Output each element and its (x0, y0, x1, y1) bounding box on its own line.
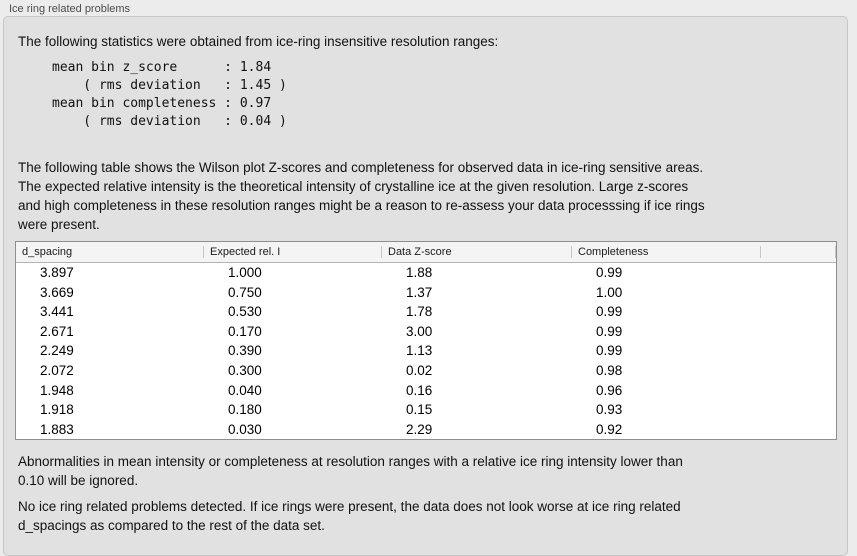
table-cell: 3.441 (40, 304, 74, 320)
column-header-empty[interactable] (761, 242, 836, 262)
table-row[interactable]: 2.249 0.390 1.13 0.99 (16, 341, 836, 361)
column-header-expected-rel-i[interactable]: Expected rel. I (204, 242, 382, 262)
table-cell: 1.37 (406, 284, 433, 300)
table-body: 3.897 1.000 1.88 0.99 3.669 0.750 1.37 1.00 3.44… (16, 263, 836, 440)
table-row[interactable]: 3.441 0.530 1.78 0.99 (16, 302, 836, 322)
table-row[interactable]: 1.918 0.180 0.15 0.93 (16, 400, 836, 420)
column-header-completeness[interactable]: Completeness (572, 242, 761, 262)
table-row[interactable]: 1.883 0.030 2.29 0.92 (16, 420, 836, 440)
table-cell: 0.180 (228, 402, 262, 418)
column-header-d-spacing[interactable]: d_spacing (16, 242, 204, 262)
stats-block: mean bin z_score : 1.84 ( rms deviation … (52, 60, 287, 129)
column-header-data-z-score[interactable]: Data Z-score (382, 242, 572, 262)
table-header-row: d_spacing Expected rel. I Data Z-score Comp… (16, 242, 836, 263)
table-cell: 0.02 (406, 362, 433, 378)
table-cell: 0.390 (228, 343, 262, 359)
intro-text: The following statistics were obtained f… (18, 34, 499, 49)
table-cell: 2.072 (40, 362, 74, 378)
ice-ring-table: d_spacing Expected rel. I Data Z-score Comp… (15, 241, 837, 441)
table-cell: 2.671 (40, 323, 74, 339)
table-cell: 0.92 (596, 421, 623, 437)
table-cell: 1.13 (406, 343, 433, 359)
table-cell: 3.897 (40, 265, 74, 280)
table-cell: 1.00 (596, 284, 623, 300)
table-cell: 0.96 (596, 382, 623, 398)
table-cell: 0.99 (596, 265, 623, 280)
table-cell: 3.669 (40, 284, 74, 300)
table-cell: 0.15 (406, 402, 433, 418)
conclusion-text: No ice ring related problems detected. I… (18, 499, 681, 534)
table-cell: 3.00 (406, 323, 433, 339)
table-row[interactable]: 1.948 0.040 0.16 0.96 (16, 381, 836, 401)
table-cell: 2.249 (40, 343, 74, 359)
table-cell: 0.170 (228, 323, 262, 339)
table-cell: 0.98 (596, 362, 623, 378)
table-description: The following table shows the Wilson plo… (18, 160, 705, 232)
panel-title: Ice ring related problems (9, 3, 131, 15)
table-cell: 1.918 (40, 402, 74, 418)
table-cell: 1.883 (40, 421, 74, 437)
ignore-note: Abnormalities in mean intensity or compl… (18, 454, 683, 489)
table-cell: 0.530 (228, 304, 262, 320)
ice-ring-groupbox: The following statistics were obtained f… (3, 16, 848, 556)
table-row[interactable]: 3.897 1.000 1.88 0.99 (16, 263, 836, 283)
table-cell: 0.99 (596, 343, 623, 359)
table-cell: 1.948 (40, 382, 74, 398)
table-cell: 0.99 (596, 323, 623, 339)
table-cell: 0.030 (228, 421, 262, 437)
table-cell: 1.88 (406, 265, 433, 280)
table-cell: 0.93 (596, 402, 623, 418)
table-row[interactable]: 2.072 0.300 0.02 0.98 (16, 361, 836, 381)
table-row[interactable]: 2.671 0.170 3.00 0.99 (16, 322, 836, 342)
table-cell: 2.29 (406, 421, 433, 437)
table-cell: 1.000 (228, 265, 262, 280)
table-cell: 0.750 (228, 284, 262, 300)
table-cell: 0.16 (406, 382, 433, 398)
table-cell: 0.040 (228, 382, 262, 398)
table-cell: 1.78 (406, 304, 433, 320)
table-cell: 0.300 (228, 362, 262, 378)
table-cell: 0.99 (596, 304, 623, 320)
table-row[interactable]: 3.669 0.750 1.37 1.00 (16, 283, 836, 303)
